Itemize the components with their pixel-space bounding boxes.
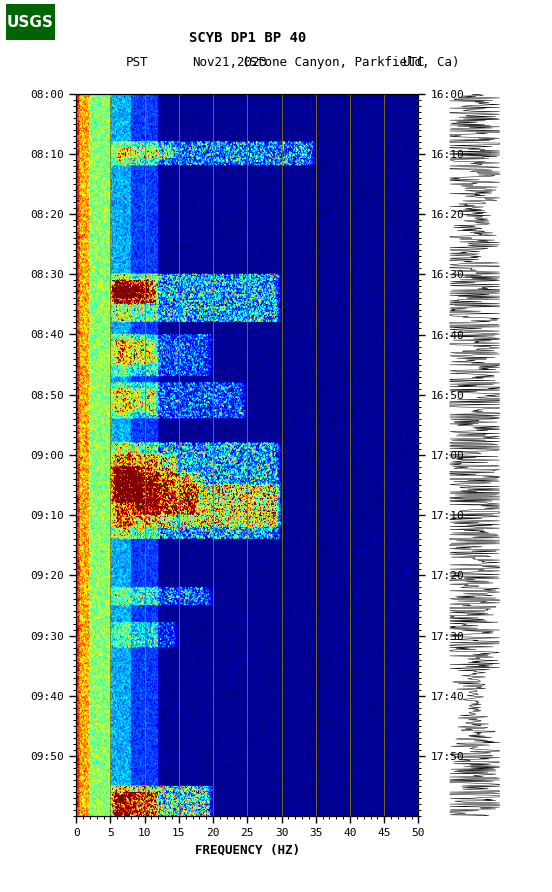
Text: UTC: UTC <box>402 55 424 69</box>
Text: USGS: USGS <box>7 15 54 29</box>
Text: (Stone Canyon, Parkfield, Ca): (Stone Canyon, Parkfield, Ca) <box>242 55 459 69</box>
Text: SCYB DP1 BP 40: SCYB DP1 BP 40 <box>189 30 306 45</box>
X-axis label: FREQUENCY (HZ): FREQUENCY (HZ) <box>195 844 300 856</box>
Text: Nov21,2023: Nov21,2023 <box>192 55 267 69</box>
Text: PST: PST <box>126 55 148 69</box>
